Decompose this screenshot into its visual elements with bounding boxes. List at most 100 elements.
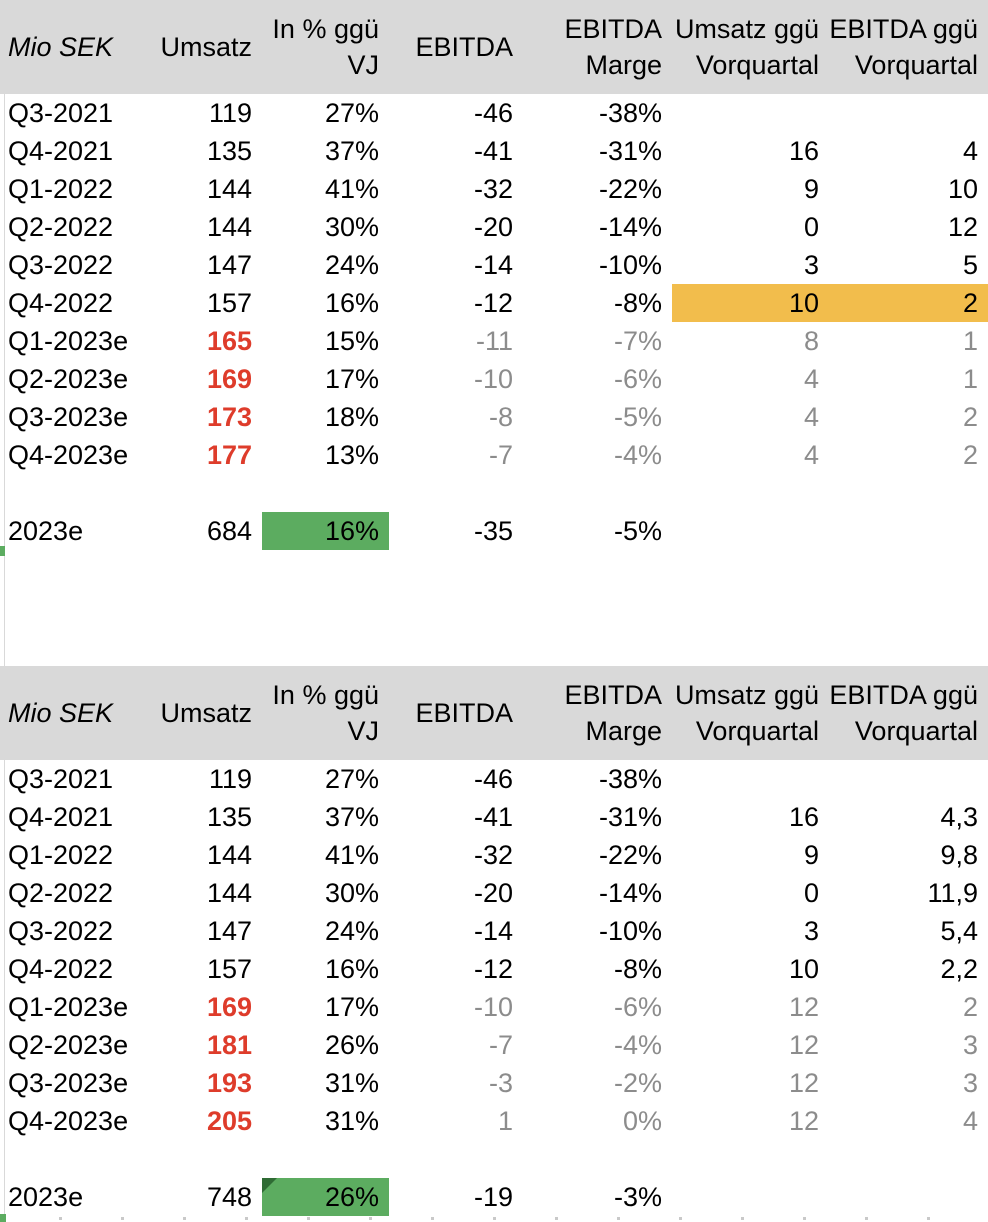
row-label[interactable]: Q4-2023e: [8, 1106, 129, 1136]
cell-ebitda-vorquartal[interactable]: 2: [962, 992, 978, 1022]
cell-pct-vj[interactable]: 41%: [324, 174, 379, 204]
cell-ebitda-marge[interactable]: -6%: [613, 364, 662, 394]
cell-ebitda-vorquartal[interactable]: 4: [962, 136, 978, 166]
cell-ebitda[interactable]: -20: [473, 212, 513, 242]
row-label[interactable]: Q3-2021: [8, 98, 114, 128]
row-label[interactable]: Q1-2023e: [8, 326, 129, 356]
cell-umsatz[interactable]: 181: [206, 1030, 252, 1060]
cell-umsatz[interactable]: 144: [206, 840, 252, 870]
cell-ebitda[interactable]: -41: [473, 136, 513, 166]
cell-ebitda-marge[interactable]: -31%: [598, 136, 662, 166]
total-pct-green-cell[interactable]: 26%: [262, 1178, 389, 1216]
cell-umsatz-vorquartal[interactable]: 9: [803, 840, 819, 870]
cell-ebitda-vorquartal[interactable]: 5,4: [940, 916, 978, 946]
cell-pct-vj[interactable]: 31%: [324, 1106, 379, 1136]
cell-umsatz[interactable]: 169: [206, 364, 252, 394]
cell-ebitda-marge[interactable]: -2%: [613, 1068, 662, 1098]
cell-ebitda[interactable]: -11: [475, 326, 513, 356]
cell-ebitda-vorquartal[interactable]: 2: [962, 402, 978, 432]
cell-ebitda-vorquartal[interactable]: 2: [829, 284, 988, 322]
cell-ebitda[interactable]: -32: [473, 174, 513, 204]
header-cell-ebitda-marge[interactable]: EBITDA Marge: [564, 680, 662, 746]
cell-ebitda-marge[interactable]: -22%: [598, 840, 662, 870]
cell-umsatz-vorquartal[interactable]: 0: [803, 878, 819, 908]
cell-pct-vj[interactable]: 26%: [324, 1030, 379, 1060]
cell-ebitda[interactable]: -46: [473, 764, 513, 794]
cell-umsatz[interactable]: 144: [206, 174, 252, 204]
header-cell-pct-vj[interactable]: In % ggü VJ: [272, 14, 379, 80]
cell-umsatz[interactable]: 135: [206, 802, 252, 832]
cell-umsatz[interactable]: 173: [206, 402, 252, 432]
cell-ebitda-vorquartal[interactable]: 12: [947, 212, 978, 242]
cell-pct-vj[interactable]: 27%: [324, 764, 379, 794]
cell-ebitda-marge[interactable]: -10%: [598, 250, 662, 280]
cell-umsatz[interactable]: 205: [206, 1106, 252, 1136]
cell-ebitda[interactable]: -10: [473, 364, 513, 394]
header-cell-umsatz[interactable]: Umsatz: [160, 698, 252, 728]
row-label[interactable]: Q3-2021: [8, 764, 114, 794]
cell-ebitda-vorquartal[interactable]: 1: [962, 364, 978, 394]
cell-pct-vj[interactable]: 41%: [324, 840, 379, 870]
cell-pct-vj[interactable]: 13%: [324, 440, 379, 470]
cell-umsatz-vorquartal[interactable]: 9: [803, 174, 819, 204]
cell-umsatz-vorquartal[interactable]: 0: [803, 212, 819, 242]
header-cell-umsatz[interactable]: Umsatz: [160, 32, 252, 62]
cell-ebitda-vorquartal[interactable]: 5: [962, 250, 978, 280]
header-cell-umsatz-vorquartal[interactable]: Umsatz ggü Vorquartal: [674, 680, 819, 746]
cell-umsatz-vorquartal[interactable]: [672, 760, 829, 798]
row-label[interactable]: Q4-2022: [8, 954, 114, 984]
cell-ebitda[interactable]: -10: [473, 992, 513, 1022]
cell-ebitda[interactable]: -41: [473, 802, 513, 832]
cell-umsatz[interactable]: 144: [206, 878, 252, 908]
row-label[interactable]: Q2-2022: [8, 878, 114, 908]
cell-umsatz-vorquartal[interactable]: 16: [788, 802, 819, 832]
cell-umsatz[interactable]: 157: [206, 954, 252, 984]
cell-ebitda-marge[interactable]: -38%: [598, 764, 662, 794]
cell-ebitda[interactable]: -14: [473, 250, 513, 280]
cell-ebitda-vorquartal[interactable]: 4: [962, 1106, 978, 1136]
row-label[interactable]: Q4-2023e: [8, 440, 129, 470]
row-label[interactable]: Q3-2023e: [8, 402, 129, 432]
cell-umsatz[interactable]: 144: [206, 212, 252, 242]
row-label[interactable]: Q2-2023e: [8, 1030, 129, 1060]
cell-ebitda[interactable]: -7: [488, 440, 513, 470]
cell-umsatz[interactable]: 147: [206, 916, 252, 946]
cell-ebitda-vorquartal[interactable]: 4,3: [940, 802, 978, 832]
cell-umsatz[interactable]: 147: [206, 250, 252, 280]
cell-umsatz[interactable]: 135: [206, 136, 252, 166]
cell-ebitda-marge[interactable]: -8%: [613, 954, 662, 984]
cell-ebitda-marge[interactable]: -4%: [613, 1030, 662, 1060]
cell-umsatz-vorquartal[interactable]: 8: [803, 326, 819, 356]
cell-ebitda-vorquartal[interactable]: 3: [962, 1030, 978, 1060]
cell-ebitda[interactable]: -46: [473, 98, 513, 128]
total-empty-cell[interactable]: [672, 1178, 829, 1216]
header-cell-ebitda[interactable]: EBITDA: [415, 32, 513, 62]
cell-ebitda-marge[interactable]: -6%: [613, 992, 662, 1022]
cell-ebitda[interactable]: -20: [473, 878, 513, 908]
cell-umsatz-vorquartal[interactable]: 3: [803, 916, 819, 946]
total-label[interactable]: 2023e: [8, 1182, 84, 1212]
unit-label[interactable]: Mio SEK: [8, 32, 114, 62]
cell-umsatz-vorquartal[interactable]: 10: [788, 954, 819, 984]
cell-ebitda[interactable]: 1: [497, 1106, 513, 1136]
cell-umsatz[interactable]: 157: [206, 288, 252, 318]
cell-pct-vj[interactable]: 30%: [324, 212, 379, 242]
header-cell-umsatz-vorquartal[interactable]: Umsatz ggü Vorquartal: [674, 14, 819, 80]
total-pct-green-cell[interactable]: 16%: [262, 512, 389, 550]
cell-pct-vj[interactable]: 31%: [324, 1068, 379, 1098]
cell-umsatz[interactable]: 177: [206, 440, 252, 470]
cell-pct-vj[interactable]: 16%: [324, 954, 379, 984]
row-label[interactable]: Q4-2021: [8, 136, 114, 166]
row-label[interactable]: Q1-2023e: [8, 992, 129, 1022]
header-cell-ebitda-marge[interactable]: EBITDA Marge: [564, 14, 662, 80]
cell-ebitda-vorquartal[interactable]: 10: [947, 174, 978, 204]
total-ebitda-marge[interactable]: -5%: [613, 516, 662, 546]
cell-pct-vj[interactable]: 30%: [324, 878, 379, 908]
cell-ebitda-marge[interactable]: -5%: [613, 402, 662, 432]
row-label[interactable]: Q1-2022: [8, 840, 114, 870]
cell-ebitda-vorquartal[interactable]: 9,8: [940, 840, 978, 870]
cell-pct-vj[interactable]: 18%: [324, 402, 379, 432]
cell-umsatz-vorquartal[interactable]: 4: [803, 402, 819, 432]
cell-ebitda[interactable]: -3: [488, 1068, 513, 1098]
cell-ebitda-vorquartal[interactable]: 2: [962, 440, 978, 470]
